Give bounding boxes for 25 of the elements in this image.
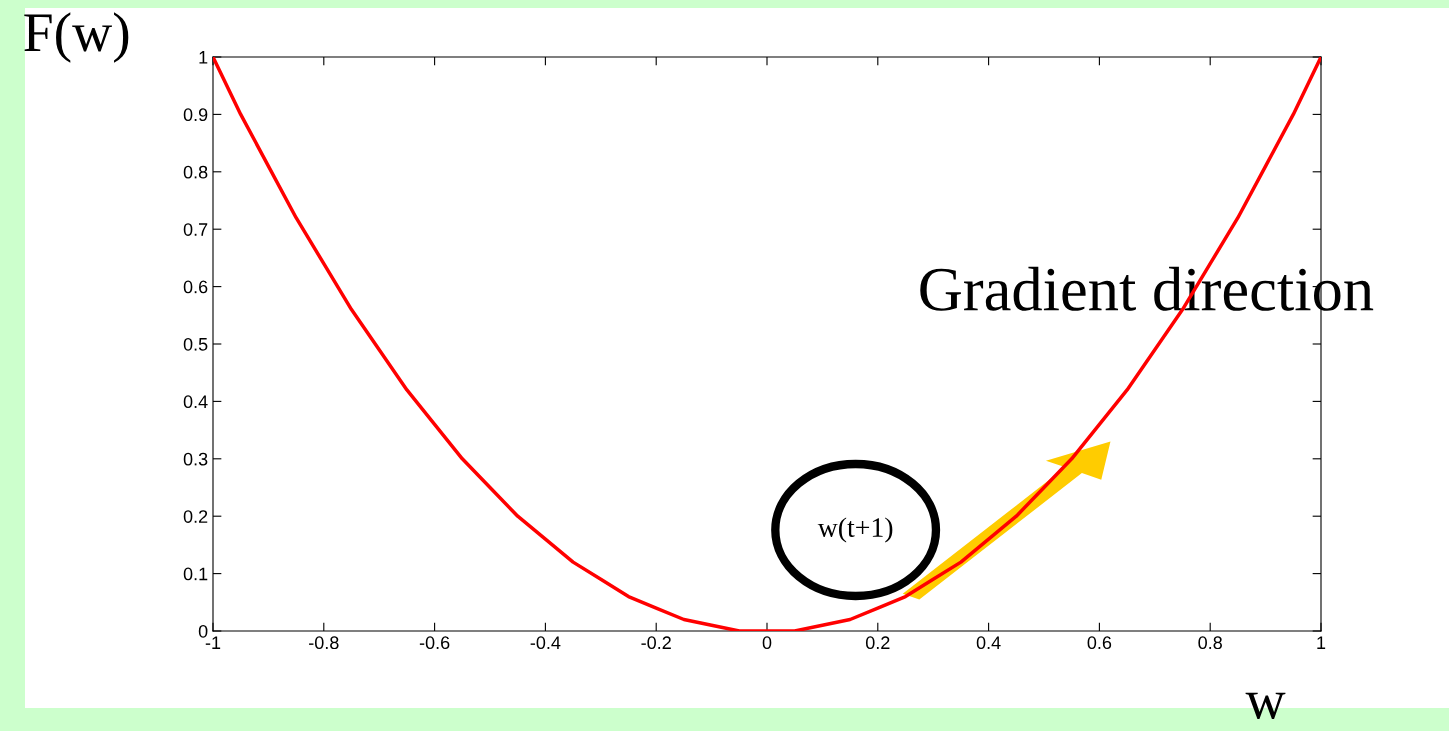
- y-tick-label: 0.8: [183, 165, 208, 179]
- x-tick-label: 0.6: [1087, 636, 1112, 650]
- x-tick-label: -0.6: [419, 636, 450, 650]
- y-tick-label: 0.2: [183, 510, 208, 523]
- x-tick-label: -0.4: [530, 636, 561, 650]
- x-tick-label: 1: [1317, 636, 1326, 649]
- y-tick-label: 0.5: [183, 337, 208, 351]
- y-tick-label: 0.3: [183, 452, 208, 466]
- x-axis-title: w: [1245, 692, 1286, 719]
- x-tick-label: -0.2: [641, 636, 671, 650]
- x-tick-label: -1: [205, 636, 221, 649]
- y-axis-title: F(w): [24, 12, 129, 63]
- x-tick-label: -0.8: [309, 636, 339, 650]
- y-tick-label: 0.4: [183, 395, 208, 409]
- x-tick-label: 0.4: [976, 636, 1001, 650]
- x-tick-label: 0.2: [865, 636, 890, 650]
- y-tick-label: 0.7: [183, 223, 208, 236]
- annotation: w(t+1): [817, 517, 893, 543]
- y-tick-label: 0.9: [183, 108, 208, 122]
- x-tick-label: 0.8: [1198, 636, 1222, 650]
- y-tick-label: 0.6: [183, 280, 208, 294]
- x-tick-label: 0: [762, 636, 772, 650]
- y-tick-label: 0: [198, 624, 208, 638]
- y-tick-label: 0.1: [183, 567, 208, 581]
- y-tick-label: 1: [199, 51, 208, 64]
